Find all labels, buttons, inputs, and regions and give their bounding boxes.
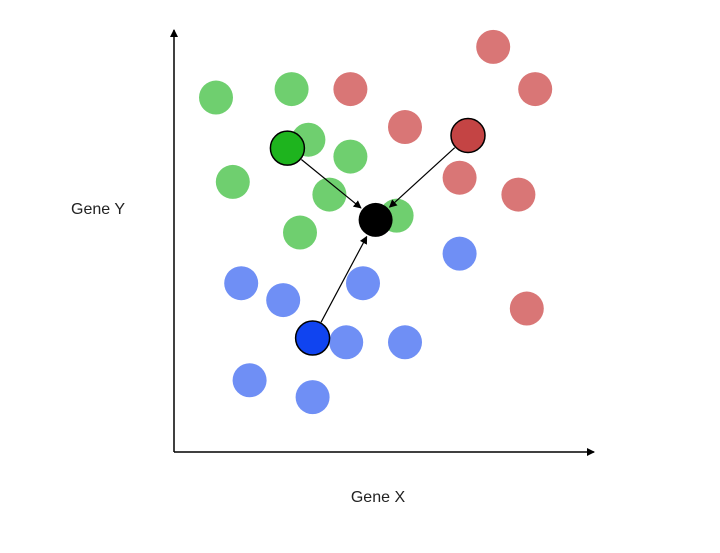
green-centroid: [269, 130, 306, 166]
data-point-series-3-3: [346, 266, 380, 301]
arrow-red-centroid-to-query: [388, 147, 456, 208]
arrow-blue-centroid-to-query: [320, 235, 368, 323]
y-axis-label: Gene Y: [71, 201, 125, 218]
data-point-series-2-2: [333, 72, 368, 107]
data-point-series-3-7: [232, 363, 267, 398]
arrow-green-centroid-to-query: [300, 159, 362, 209]
query-point: [358, 202, 393, 237]
data-point-series-3-6: [388, 325, 422, 360]
data-point-series-1-2: [274, 72, 309, 107]
data-point-series-1-1: [199, 80, 233, 115]
x-axis-label: Gene X: [351, 489, 406, 506]
data-point-series-3-8: [295, 380, 330, 415]
data-point-series-3-2: [442, 236, 477, 271]
red-centroid: [450, 117, 486, 154]
blue-centroid: [294, 320, 331, 356]
data-point-series-3-5: [329, 325, 364, 360]
data-point-series-2-4: [388, 110, 422, 145]
data-point-series-2-5: [442, 160, 477, 195]
data-point-series-1-5: [215, 164, 250, 199]
arrows-layer: [300, 147, 456, 323]
data-point-series-1-4: [333, 139, 368, 174]
data-point-series-2-7: [509, 291, 544, 326]
highlight-layer: [269, 117, 486, 356]
data-point-series-1-8: [283, 215, 317, 250]
data-point-series-3-4: [266, 283, 301, 318]
data-point-series-3-1: [224, 266, 259, 301]
data-point-series-2-1: [476, 29, 511, 64]
data-point-series-2-3: [518, 72, 553, 107]
data-point-series-1-6: [312, 177, 347, 212]
data-point-series-2-6: [501, 177, 536, 212]
